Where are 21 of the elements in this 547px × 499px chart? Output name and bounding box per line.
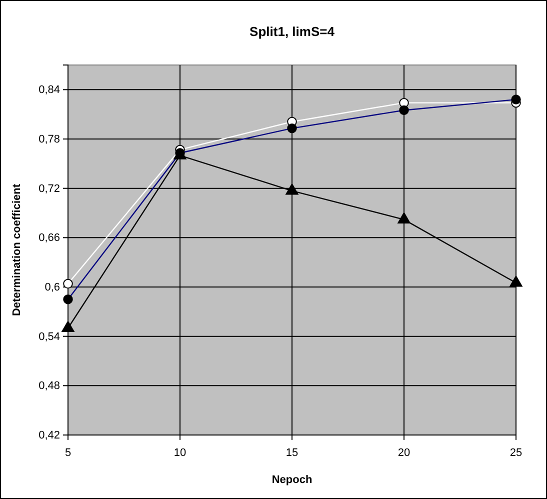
point — [63, 278, 73, 289]
point — [510, 276, 522, 287]
x-tick-label: 15 — [286, 447, 298, 460]
x-tick-label: 20 — [398, 447, 410, 460]
y-tick-label: 0,42 — [38, 430, 60, 442]
x-tick-label: 25 — [510, 447, 522, 460]
x-axis-title: Nepoch — [272, 474, 312, 486]
y-tick-label: 0,78 — [38, 134, 60, 146]
y-tick-label: 0,72 — [38, 182, 60, 195]
y-tick-label: 0,66 — [38, 232, 60, 244]
y-axis-title: Determination coefficient — [11, 184, 23, 316]
point — [398, 212, 410, 224]
point — [62, 320, 74, 332]
y-tick-label: 0,54 — [38, 330, 60, 343]
y-tick-label: 0,6 — [44, 282, 60, 294]
y-tick-label: 0,48 — [38, 380, 60, 392]
x-tick-label: 10 — [174, 447, 186, 460]
y-tick-label: 0,84 — [38, 84, 60, 96]
chart-title: Split1, limS=4 — [250, 24, 336, 39]
x-tick-label: 5 — [64, 447, 72, 460]
point — [286, 184, 298, 195]
